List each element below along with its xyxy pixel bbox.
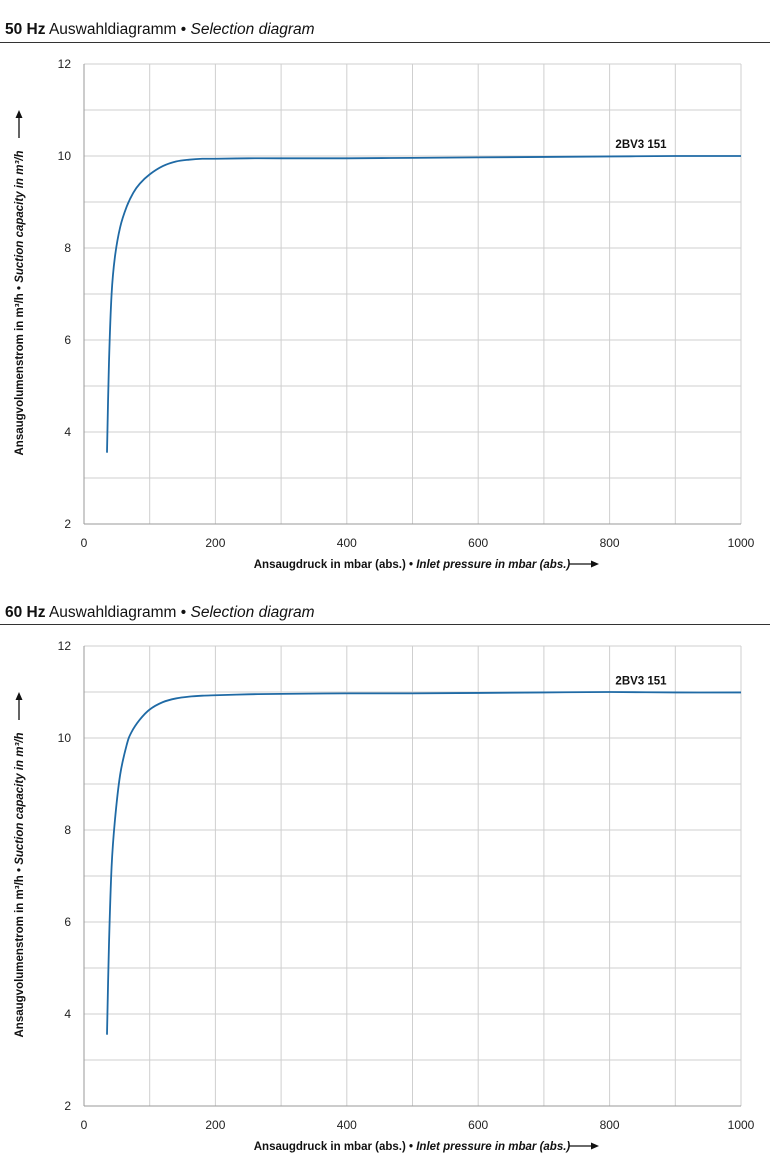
title-frequency: 60 Hz [5, 604, 46, 621]
x-tick-label: 800 [600, 536, 620, 550]
x-tick-label: 800 [600, 1118, 620, 1132]
y-tick-label: 2 [64, 1099, 71, 1113]
x-tick-label: 600 [468, 536, 488, 550]
x-tick-label: 400 [337, 1118, 357, 1132]
grid [83, 63, 742, 525]
y-tick-label: 12 [58, 639, 72, 653]
x-tick-label: 200 [205, 536, 225, 550]
y-tick-label: 2 [64, 517, 71, 531]
x-tick-label: 1000 [728, 536, 755, 550]
y-tick-label: 6 [64, 915, 71, 929]
y-axis-label: Ansaugvolumenstrom in m³/h • Suction cap… [14, 151, 26, 456]
y-tick-label: 6 [64, 333, 71, 347]
chart-title: 60 Hz Auswahldiagramm • Selection diagra… [5, 603, 315, 623]
y-tick-label: 4 [64, 425, 71, 439]
title-german: Auswahldiagramm [48, 604, 177, 621]
x-tick-label: 200 [205, 1118, 225, 1132]
x-axis-label: Ansaugdruck in mbar (abs.) • Inlet press… [254, 559, 571, 571]
title-english: Selection diagram [190, 21, 315, 38]
y-tick-label: 10 [58, 149, 72, 163]
series-label: 2BV3 151 [615, 139, 667, 151]
x-axis-label: Ansaugdruck in mbar (abs.) • Inlet press… [254, 1141, 571, 1153]
title-separator: • [176, 604, 191, 621]
x-tick-label: 600 [468, 1118, 488, 1132]
title-separator: • [176, 21, 191, 38]
y-axis-arrow-icon [15, 692, 23, 720]
grid [83, 645, 742, 1107]
title-rule [0, 624, 770, 625]
chart-panel-50hz: 50 Hz Auswahldiagramm • Selection diagra… [0, 20, 770, 571]
x-tick-label: 1000 [728, 1118, 755, 1132]
x-tick-label: 400 [337, 536, 357, 550]
title-frequency: 50 Hz [5, 21, 46, 38]
y-tick-label: 10 [58, 731, 72, 745]
x-tick-label: 0 [81, 1118, 88, 1132]
y-axis-arrow-icon [15, 110, 23, 138]
y-tick-label: 12 [58, 57, 72, 71]
title-german: Auswahldiagramm [48, 21, 177, 38]
series-label: 2BV3 151 [615, 675, 667, 687]
x-axis-arrow-icon [569, 560, 599, 568]
series-line-2bv3-151 [106, 155, 742, 453]
title-english: Selection diagram [190, 604, 315, 621]
line-chart-50hz: 0 200 400 600 800 1000 2 4 6 8 10 12 Ansaugdruck in … [14, 57, 755, 571]
y-tick-label: 8 [64, 241, 71, 255]
y-tick-label: 8 [64, 823, 71, 837]
x-tick-label: 0 [81, 536, 88, 550]
x-axis-arrow-icon [569, 1142, 599, 1150]
chart-title: 50 Hz Auswahldiagramm • Selection diagra… [5, 20, 315, 40]
chart-panel-60hz: 60 Hz Auswahldiagramm • Selection diagra… [0, 582, 770, 1155]
title-rule [0, 42, 770, 43]
series-line-2bv3-151 [106, 691, 742, 1035]
line-chart-60hz: 0 200 400 600 800 1000 2 4 6 8 10 12 Ansaugdruck in … [14, 639, 755, 1153]
y-tick-label: 4 [64, 1007, 71, 1021]
y-axis-label: Ansaugvolumenstrom in m³/h • Suction cap… [14, 733, 26, 1038]
